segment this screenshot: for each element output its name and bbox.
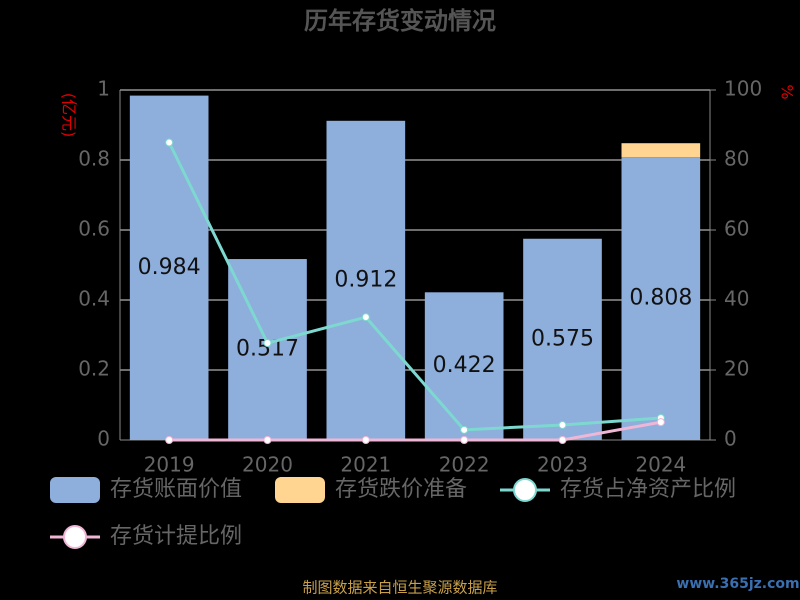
y2-tick-label: 0 <box>724 427 737 451</box>
line-point <box>656 418 665 427</box>
y2-axis-label: % <box>778 84 797 99</box>
y-tick-label: 0.8 <box>78 147 110 171</box>
line-series <box>167 141 661 432</box>
value-label: 0.808 <box>629 286 692 311</box>
legend-label: 存货计提比例 <box>110 524 242 549</box>
x-tick-label: 2022 <box>439 453 490 477</box>
footer: 制图数据来自恒生聚源数据库 <box>302 579 497 597</box>
watermark: www.365jz.com <box>676 576 799 592</box>
line-point <box>165 436 174 444</box>
chart-title: 历年存货变动情况 <box>304 7 496 35</box>
line-point <box>361 436 370 444</box>
legend-swatch <box>50 477 100 503</box>
y-tick-label: 1 <box>97 77 110 101</box>
legend-label: 存货跌价准备 <box>335 477 467 502</box>
bar <box>326 120 406 441</box>
legend-marker <box>63 525 87 549</box>
x-tick-label: 2023 <box>537 453 588 477</box>
value-label: 0.575 <box>531 326 594 351</box>
line-series <box>169 420 662 442</box>
value-label: 0.912 <box>334 267 397 292</box>
line-point <box>361 313 370 322</box>
y2-tick-label: 60 <box>724 217 749 241</box>
bar <box>424 292 504 440</box>
x-tick-label: 2024 <box>635 453 686 477</box>
bar <box>621 157 701 440</box>
y2-tick-label: 20 <box>724 357 749 381</box>
y-axis-label: (亿元) <box>60 93 79 138</box>
line-point <box>263 339 272 348</box>
line-point <box>165 138 174 147</box>
legend-label: 存货占净资产比例 <box>560 477 736 502</box>
bar <box>523 238 602 440</box>
y2-tick-label: 80 <box>724 147 749 171</box>
y-tick-label: 0 <box>97 427 110 451</box>
legend-swatch <box>275 477 325 503</box>
y-tick-label: 0.6 <box>78 217 110 241</box>
y2-tick-label: 100 <box>724 77 762 101</box>
x-tick-label: 2021 <box>340 453 391 477</box>
x-tick-label: 2020 <box>242 453 293 477</box>
line-point <box>460 436 469 444</box>
y-tick-label: 0.2 <box>78 357 110 381</box>
bar <box>129 95 209 440</box>
line-point <box>460 425 469 434</box>
line-point <box>558 436 567 444</box>
value-label: 0.422 <box>433 353 496 378</box>
line-point <box>263 436 272 444</box>
y2-tick-label: 40 <box>724 287 749 311</box>
x-tick-label: 2019 <box>144 453 195 477</box>
value-label: 0.984 <box>138 255 201 280</box>
bar <box>621 143 701 158</box>
line-point <box>558 420 567 429</box>
y-tick-label: 0.4 <box>78 287 110 311</box>
legend-marker <box>513 478 537 502</box>
legend-label: 存货账面价值 <box>110 477 242 502</box>
